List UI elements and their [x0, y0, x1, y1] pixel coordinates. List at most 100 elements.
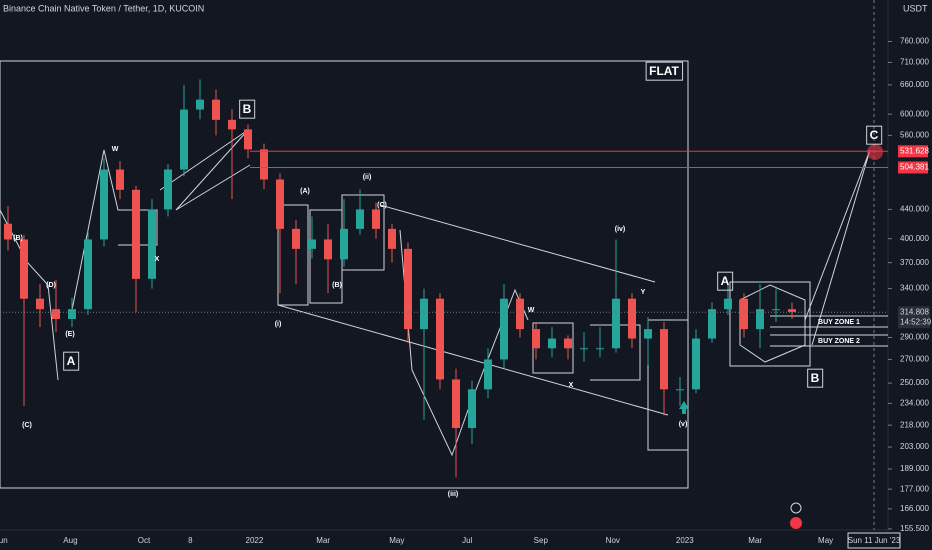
candle-body — [196, 99, 204, 110]
wave-label: (i) — [275, 321, 282, 328]
chart-title: Binance Chain Native Token / Tether, 1D,… — [3, 3, 204, 13]
candle-body — [708, 309, 716, 339]
wave-label: X — [569, 382, 574, 389]
wave-label: (iv) — [615, 226, 626, 233]
wave-label: BUY ZONE 2 — [818, 338, 860, 345]
candle-body — [596, 348, 604, 350]
candle-body — [564, 338, 572, 349]
candle-body — [436, 298, 444, 380]
candle-body — [740, 298, 748, 330]
candle-body — [4, 223, 12, 240]
x-tick-label: Aug — [63, 536, 77, 545]
candle-body — [612, 298, 620, 349]
wave-label: C — [870, 128, 879, 142]
label-box — [807, 368, 824, 388]
event-icon — [790, 502, 802, 514]
candle-body — [244, 129, 252, 150]
wave-label: (A) — [300, 188, 310, 195]
candle-body — [164, 169, 172, 210]
y-tick-label: 189.000 — [900, 464, 929, 473]
candle-body — [628, 298, 636, 339]
y-tick-label: 370.000 — [900, 258, 929, 267]
x-tick-label: Oct — [138, 536, 151, 545]
x-tick-label: 2023 — [676, 536, 694, 545]
x-tick-label: 2022 — [246, 536, 264, 545]
candle-body — [212, 99, 220, 120]
wave-label: BUY ZONE 1 — [818, 319, 860, 326]
candle-body — [532, 329, 540, 349]
candle-body — [324, 239, 332, 260]
y-tick-label: 234.000 — [900, 399, 929, 408]
candle-body — [100, 169, 108, 240]
candle-body — [756, 309, 764, 330]
y-tick-label: 560.000 — [900, 130, 929, 139]
y-tick-label: 203.000 — [900, 442, 929, 451]
level-label: 531.628 — [900, 146, 929, 155]
x-tick-label: May — [818, 536, 833, 545]
candle-body — [148, 209, 156, 279]
candle-body — [516, 298, 524, 330]
wave-label: Y — [641, 289, 646, 296]
wave-label: W — [528, 307, 535, 314]
level-label: 504.381 — [900, 163, 929, 172]
candle-body — [292, 228, 300, 249]
candle-body — [68, 309, 76, 319]
wave-label: (C) — [22, 422, 32, 429]
wave-label: X — [155, 256, 160, 263]
wave-label: (ii) — [363, 174, 372, 181]
wave-label: (D) — [46, 282, 56, 289]
wave-label: A — [721, 274, 730, 288]
wave-label: (B) — [332, 282, 342, 289]
wave-line — [159, 129, 251, 211]
candle-body — [452, 379, 460, 428]
y-tick-label: 155.500 — [900, 524, 929, 533]
candle-body — [468, 389, 476, 428]
y-tick-label: 270.000 — [900, 355, 929, 364]
candle-body — [388, 228, 396, 249]
candle-body — [788, 309, 796, 313]
wave-line — [0, 209, 59, 381]
y-tick-label: 340.000 — [900, 284, 929, 293]
wave-line — [739, 284, 806, 363]
candle-body — [548, 338, 556, 349]
candle-body — [676, 389, 684, 391]
event-icon — [790, 517, 802, 529]
candle-body — [372, 209, 380, 229]
wave-box — [277, 204, 309, 306]
candle-body — [420, 298, 428, 330]
y-tick-label: 440.000 — [900, 205, 929, 214]
countdown: 14:52:39 — [900, 317, 932, 326]
candle-body — [276, 179, 284, 229]
wave-label: (E) — [65, 331, 74, 338]
x-tick-label: un — [0, 536, 8, 545]
y-tick-label: 166.000 — [900, 504, 929, 513]
candle-body — [180, 109, 188, 170]
cursor-date-tag — [847, 532, 901, 549]
candle-body — [500, 298, 508, 360]
candle-body — [356, 209, 364, 229]
candle-body — [644, 329, 652, 339]
flat-box — [0, 60, 689, 489]
candle-body — [116, 169, 124, 190]
y-tick-label: 290.000 — [900, 333, 929, 342]
candle-body — [340, 228, 348, 260]
candle-body — [692, 338, 700, 390]
last-price-tag — [898, 306, 930, 329]
y-tick-label: 218.000 — [900, 420, 929, 429]
candle-body — [660, 329, 668, 390]
wave-box — [647, 319, 689, 451]
candle-body — [260, 149, 268, 180]
wave-label: FLAT — [649, 64, 679, 78]
target-marker — [867, 144, 883, 160]
x-tick-label: Mar — [316, 536, 330, 545]
y-tick-label: 250.000 — [900, 378, 929, 387]
wave-label: B — [811, 371, 820, 385]
level-tag — [898, 161, 928, 174]
candle-body — [84, 239, 92, 310]
candle-body — [580, 348, 588, 350]
x-tick-label: May — [389, 536, 404, 545]
candle-body — [228, 119, 236, 130]
label-box — [239, 99, 256, 119]
x-tick-label: 8 — [188, 536, 193, 545]
